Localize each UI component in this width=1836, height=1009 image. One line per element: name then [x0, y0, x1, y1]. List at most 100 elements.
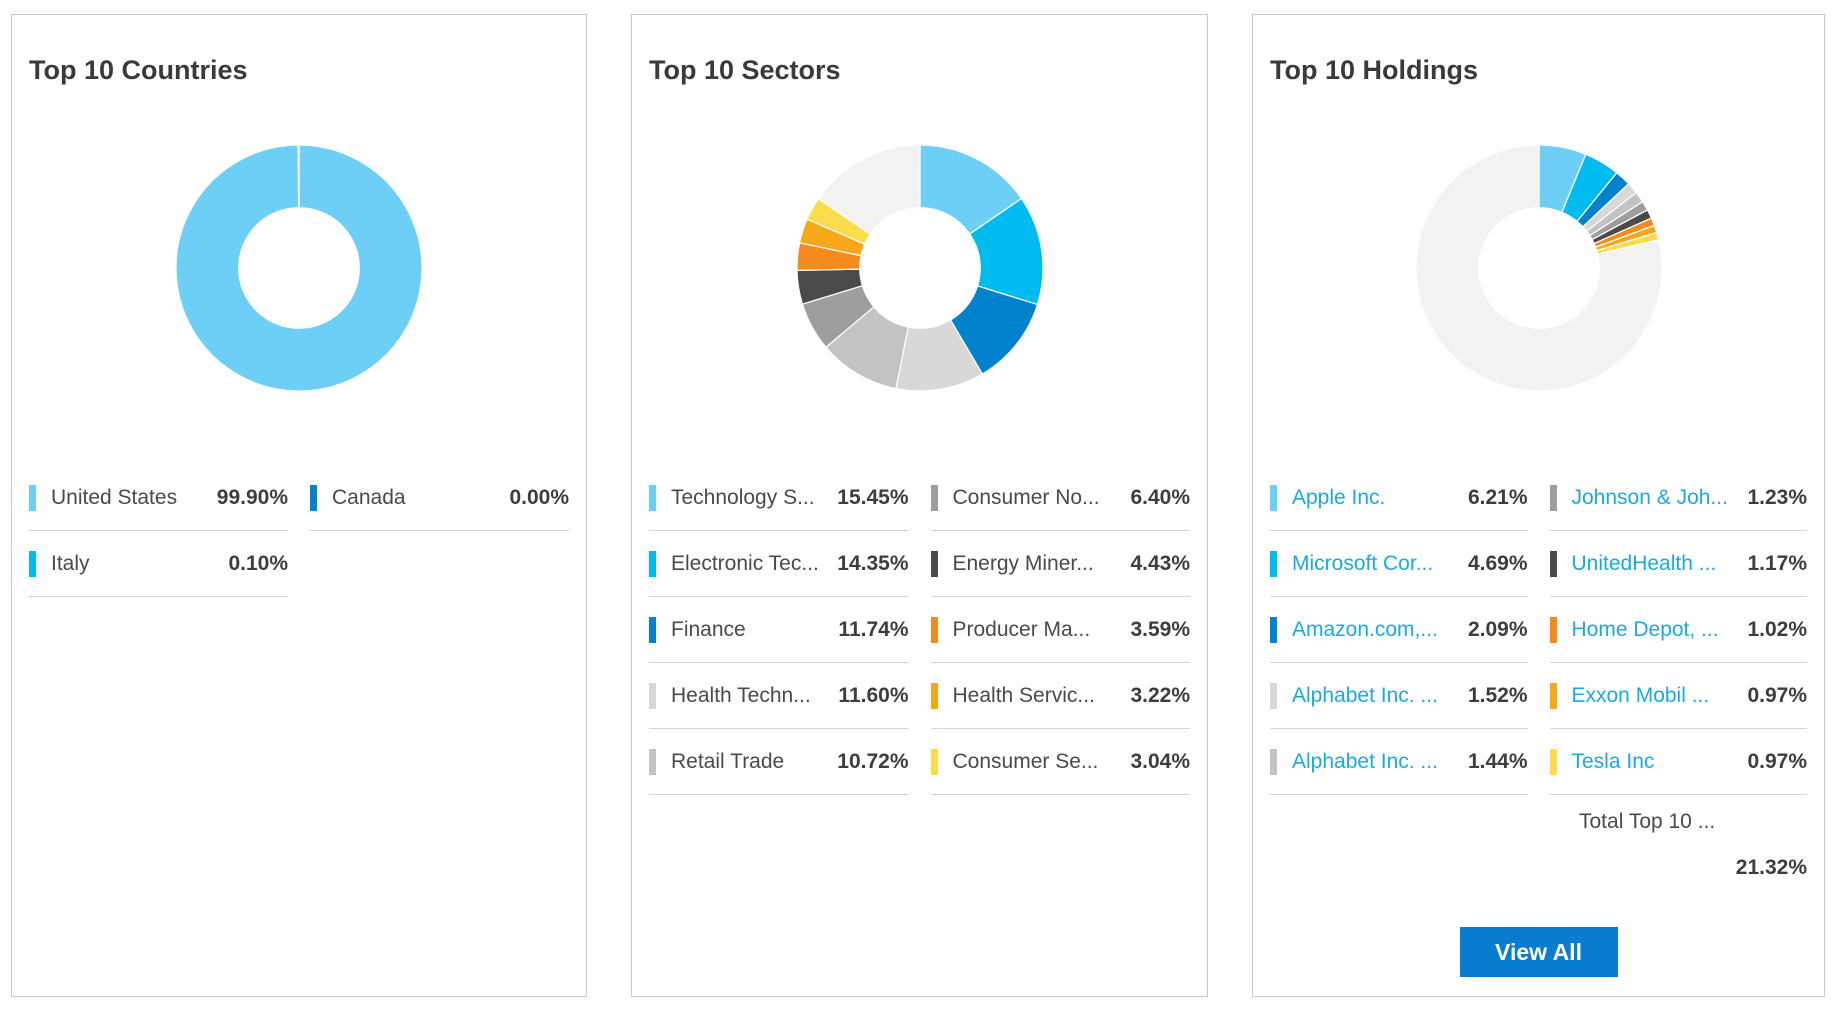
legend-item: Electronic Tec... 14.35%: [649, 531, 909, 597]
legend-value: 0.10%: [228, 551, 288, 575]
holding-link[interactable]: Apple Inc.: [1292, 485, 1386, 509]
legend-item: Finance 11.74%: [649, 597, 909, 663]
legend-value: 3.59%: [1130, 617, 1190, 641]
holding-link[interactable]: Amazon.com,...: [1292, 617, 1438, 641]
holding-link[interactable]: Alphabet Inc. ...: [1292, 749, 1438, 773]
legend-value: 15.45%: [837, 485, 909, 509]
holding-link[interactable]: Alphabet Inc. ...: [1292, 683, 1438, 707]
legend-label: Consumer Se...: [952, 749, 1099, 773]
holding-link[interactable]: UnitedHealth ...: [1571, 551, 1717, 575]
legend-item[interactable]: Exxon Mobil ... 0.97%: [1549, 663, 1807, 729]
legend-swatch: [930, 682, 938, 709]
legend-label: United States: [51, 485, 178, 509]
legend-value: 1.44%: [1467, 749, 1528, 773]
legend-swatch: [649, 682, 656, 709]
legend-label: Italy: [51, 551, 90, 575]
legend-item: Italy 0.10%: [29, 531, 288, 597]
legend-swatch: [29, 484, 36, 511]
legend-item[interactable]: Johnson & Joh... 1.23%: [1549, 465, 1807, 531]
legend-swatch: [1549, 682, 1557, 709]
panel-title: Top 10 Countries: [29, 55, 248, 85]
legend-value: 1.02%: [1747, 617, 1807, 641]
holding-link[interactable]: Tesla Inc: [1571, 749, 1655, 773]
legend-swatch: [1549, 550, 1557, 577]
holding-link[interactable]: Microsoft Cor...: [1292, 551, 1434, 575]
legend-item[interactable]: Microsoft Cor... 4.69%: [1270, 531, 1528, 597]
legend-label: Finance: [671, 617, 746, 641]
total-value: 21.32%: [1735, 856, 1807, 879]
legend-swatch: [649, 484, 656, 511]
legend-value: 4.69%: [1467, 551, 1528, 575]
legend-swatch: [1270, 682, 1277, 709]
holding-link[interactable]: Johnson & Joh...: [1571, 485, 1728, 509]
sectors-panel: Top 10 Sectors Technology S... 15.45% Cons…: [631, 14, 1208, 997]
legend-swatch: [1549, 484, 1557, 511]
slice-united-states: [176, 145, 422, 391]
legend-label: Technology S...: [671, 485, 815, 509]
legend-value: 6.40%: [1130, 485, 1190, 509]
countries-donut-chart: [176, 145, 422, 391]
slice-other: [1415, 145, 1662, 391]
legend-label: Producer Ma...: [952, 617, 1091, 641]
panel-title: Top 10 Sectors: [649, 55, 841, 85]
legend-swatch: [649, 616, 656, 643]
legend-swatch: [1270, 484, 1277, 511]
legend-swatch: [1549, 748, 1557, 775]
legend-item[interactable]: Tesla Inc 0.97%: [1549, 729, 1807, 795]
legend-value: 1.17%: [1747, 551, 1807, 575]
panel-title: Top 10 Holdings: [1270, 55, 1478, 85]
legend-label: Consumer No...: [952, 485, 1100, 509]
legend-value: 99.90%: [216, 485, 288, 509]
legend-item: Health Servic... 3.22%: [930, 663, 1190, 729]
legend-swatch: [1549, 616, 1557, 643]
legend-item[interactable]: Amazon.com,... 2.09%: [1270, 597, 1528, 663]
legend-label: Canada: [332, 485, 406, 509]
legend-swatch: [649, 748, 656, 775]
legend-swatch: [1270, 748, 1277, 775]
legend-swatch: [930, 616, 938, 643]
countries-legend: United States 99.90% Canada 0.00% Italy 0.10%: [29, 465, 569, 597]
legend-item: Retail Trade 10.72%: [649, 729, 909, 795]
legend-swatch: [930, 550, 938, 577]
legend-label: Health Servic...: [952, 683, 1095, 707]
slice-italy: [297, 145, 300, 209]
legend-label: Retail Trade: [671, 749, 785, 773]
legend-value: 3.22%: [1130, 683, 1190, 707]
legend-label: Electronic Tec...: [671, 551, 819, 575]
legend-value: 0.97%: [1747, 683, 1807, 707]
legend-swatch: [1270, 550, 1277, 577]
legend-item: Health Techn... 11.60%: [649, 663, 909, 729]
legend-item[interactable]: UnitedHealth ... 1.17%: [1549, 531, 1807, 597]
legend-item: Producer Ma... 3.59%: [930, 597, 1190, 663]
legend-item: Energy Miner... 4.43%: [930, 531, 1190, 597]
holdings-donut-chart: [1415, 145, 1662, 391]
legend-value: 0.97%: [1747, 749, 1807, 773]
legend-item[interactable]: Alphabet Inc. ... 1.44%: [1270, 729, 1528, 795]
view-all-button[interactable]: View All: [1459, 927, 1618, 977]
legend-item: Technology S... 15.45%: [649, 465, 909, 531]
legend-item: Consumer Se... 3.04%: [930, 729, 1190, 795]
legend-swatch: [1270, 616, 1277, 643]
legend-swatch: [310, 484, 317, 511]
holdings-total: Total Top 10 ... 21.32%: [1579, 810, 1807, 880]
legend-item[interactable]: Apple Inc. 6.21%: [1270, 465, 1528, 531]
holding-link[interactable]: Exxon Mobil ...: [1571, 683, 1710, 707]
legend-value: 2.09%: [1467, 617, 1528, 641]
legend-value: 0.00%: [509, 485, 569, 509]
holding-link[interactable]: Home Depot, ...: [1571, 617, 1719, 641]
legend-value: 3.04%: [1130, 749, 1190, 773]
holdings-panel: Top 10 Holdings Apple Inc. 6.21% Johnson &…: [1252, 14, 1825, 997]
legend-value: 4.43%: [1130, 551, 1190, 575]
legend-swatch: [930, 748, 938, 775]
legend-item[interactable]: Home Depot, ... 1.02%: [1549, 597, 1807, 663]
legend-item: United States 99.90%: [29, 465, 288, 531]
legend-item[interactable]: Alphabet Inc. ... 1.52%: [1270, 663, 1528, 729]
legend-swatch: [930, 484, 938, 511]
legend-item: Canada 0.00%: [310, 465, 569, 531]
legend-label: Energy Miner...: [952, 551, 1094, 575]
sectors-donut-chart: [796, 145, 1043, 391]
legend-swatch: [649, 550, 656, 577]
slice-other: [817, 145, 921, 235]
legend-value: 6.21%: [1467, 485, 1528, 509]
